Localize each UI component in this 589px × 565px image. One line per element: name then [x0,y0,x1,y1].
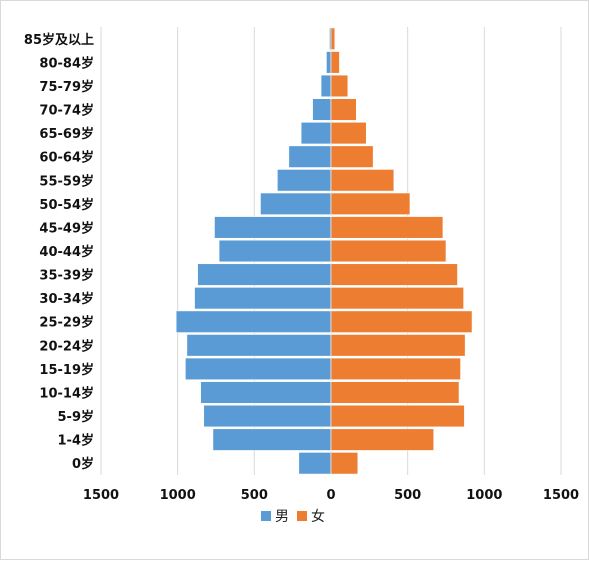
y-tick-label-5: 20-24岁 [39,338,94,354]
bar-female-3 [330,381,460,404]
bar-male-14 [300,121,332,145]
legend-swatch-female [297,511,307,521]
y-tick-label-7: 30-34岁 [39,291,94,307]
bar-female-4 [330,357,461,381]
bar-female-13 [330,145,374,168]
y-tick-label-4: 15-19岁 [39,362,94,378]
y-tick-label-2: 5-9岁 [58,409,95,425]
bar-male-5 [186,334,332,357]
bar-female-0 [330,452,359,475]
bar-male-8 [197,263,332,286]
x-tick-label-3: 0 [326,488,335,503]
bar-female-18 [330,27,336,50]
bar-female-1 [330,428,435,451]
y-tick-label-12: 55-59岁 [39,173,94,189]
legend-swatch-male [261,511,271,521]
y-tick-label-16: 75-79岁 [39,79,94,95]
y-tick-label-8: 35-39岁 [39,268,94,284]
x-tick-label-1: 1000 [160,488,196,503]
bar-female-12 [330,169,395,192]
bar-male-3 [200,381,332,404]
y-tick-label-14: 65-69岁 [39,126,94,142]
bar-male-16 [320,74,332,98]
bar-female-11 [330,192,411,215]
y-tick-label-6: 25-29岁 [39,315,94,331]
bar-male-2 [203,404,332,428]
bar-female-7 [330,287,464,310]
y-tick-label-0: 0岁 [72,456,94,472]
bar-female-6 [330,310,473,333]
bar-male-17 [326,51,332,74]
x-axis-labels: 1500 1000 500 0 500 1000 1500 [83,488,579,503]
y-tick-label-18: 85岁及以上 [24,32,94,48]
bar-male-6 [175,310,332,333]
bar-male-9 [218,239,332,263]
bar-male-13 [288,145,332,168]
bars-layer [175,27,473,475]
x-tick-label-6: 1500 [543,488,579,503]
bar-male-10 [214,216,332,239]
bar-female-14 [330,121,367,145]
bar-female-5 [330,334,466,357]
bar-female-10 [330,216,444,239]
legend-label-male: 男 [275,509,289,525]
bar-female-15 [330,98,357,121]
bar-male-0 [298,452,332,475]
y-tick-label-17: 80-84岁 [39,55,94,71]
x-tick-label-0: 1500 [83,488,119,503]
bar-male-15 [312,98,332,121]
bar-male-4 [185,357,332,381]
y-tick-label-1: 1-4岁 [58,433,95,449]
bar-male-7 [194,287,332,310]
y-tick-label-3: 10-14岁 [39,385,94,401]
y-tick-label-13: 60-64岁 [39,150,94,166]
y-tick-label-11: 50-54岁 [39,197,94,213]
y-tick-label-15: 70-74岁 [39,103,94,119]
y-axis-labels: 0岁 1-4岁 5-9岁 10-14岁 15-19岁 20-24岁 25-29岁 30-34岁… [24,32,94,472]
bar-male-1 [212,428,332,451]
legend: 男女 [261,508,325,525]
bar-male-12 [277,169,332,192]
y-tick-label-10: 45-49岁 [39,220,94,236]
x-tick-label-4: 500 [394,488,421,503]
bar-female-17 [330,51,340,74]
legend-label-female: 女 [311,508,325,525]
bar-female-16 [330,74,349,98]
bar-male-11 [260,192,332,215]
bar-female-9 [330,239,447,263]
bar-female-8 [330,263,458,286]
bar-female-2 [330,404,465,428]
x-tick-label-5: 1000 [466,488,502,503]
x-tick-label-2: 500 [241,488,268,503]
y-tick-label-9: 40-44岁 [39,244,94,260]
